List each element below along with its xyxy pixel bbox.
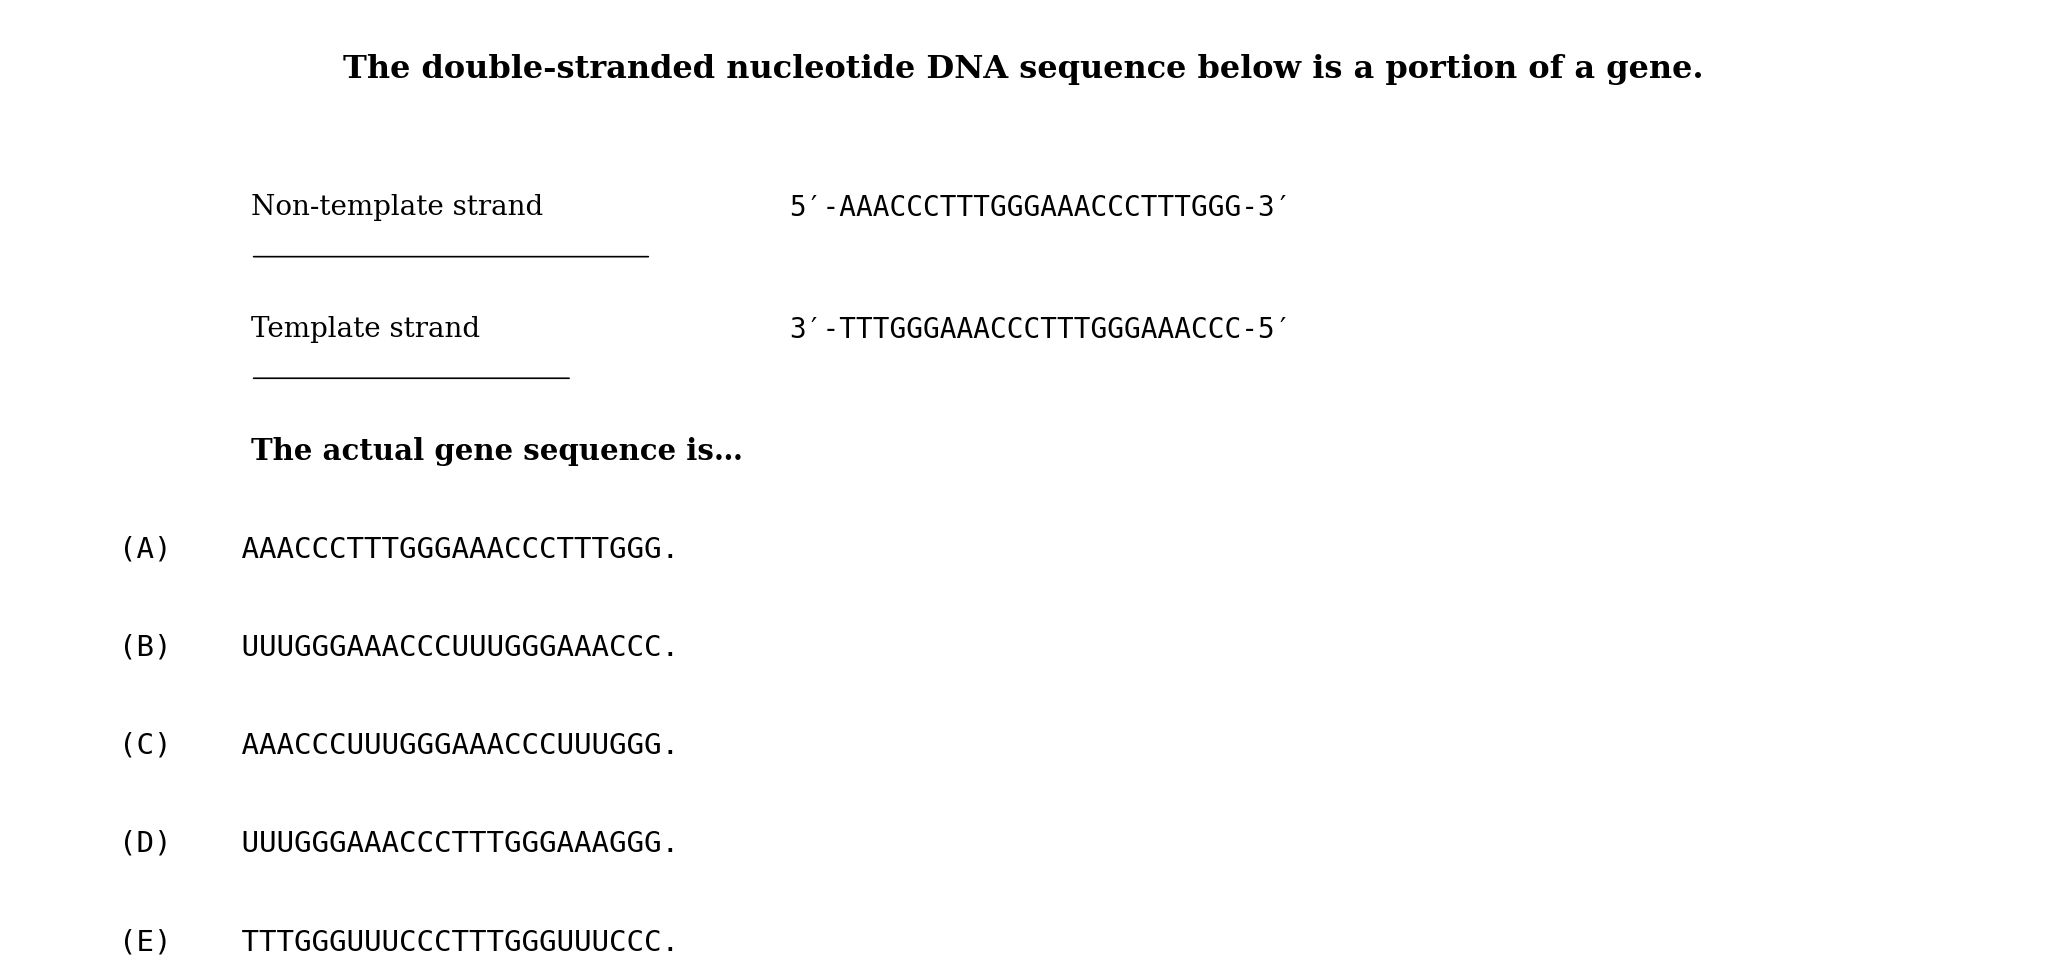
Text: (D)    UUUGGGAAACCCTTTGGGAAAGGG.: (D) UUUGGGAAACCCTTTGGGAAAGGG. (119, 830, 679, 858)
Text: (E)    TTTGGGUUUCCCTTTGGGUUUCCC.: (E) TTTGGGUUUCCCTTTGGGUUUCCC. (119, 928, 679, 956)
Text: (B)    UUUGGGAAACCCUUUGGGAAACCC.: (B) UUUGGGAAACCCUUUGGGAAACCC. (119, 634, 679, 662)
Text: The actual gene sequence is…: The actual gene sequence is… (252, 438, 743, 467)
Text: The double-stranded nucleotide DNA sequence below is a portion of a gene.: The double-stranded nucleotide DNA seque… (342, 54, 1704, 85)
Text: Template strand: Template strand (252, 316, 481, 343)
Text: 5′-AAACCCTTTGGGAAACCCTTTGGG-3′: 5′-AAACCCTTTGGGAAACCCTTTGGG-3′ (790, 194, 1291, 222)
Text: (A)    AAACCCTTTGGGAAACCCTTTGGG.: (A) AAACCCTTTGGGAAACCCTTTGGG. (119, 535, 679, 563)
Text: (C)    AAACCCUUUGGGAAACCCUUUGGG.: (C) AAACCCUUUGGGAAACCCUUUGGG. (119, 732, 679, 760)
Text: Non-template strand: Non-template strand (252, 194, 542, 221)
Text: 3′-TTTGGGAAACCCTTTGGGAAACCC-5′: 3′-TTTGGGAAACCCTTTGGGAAACCC-5′ (790, 316, 1291, 344)
